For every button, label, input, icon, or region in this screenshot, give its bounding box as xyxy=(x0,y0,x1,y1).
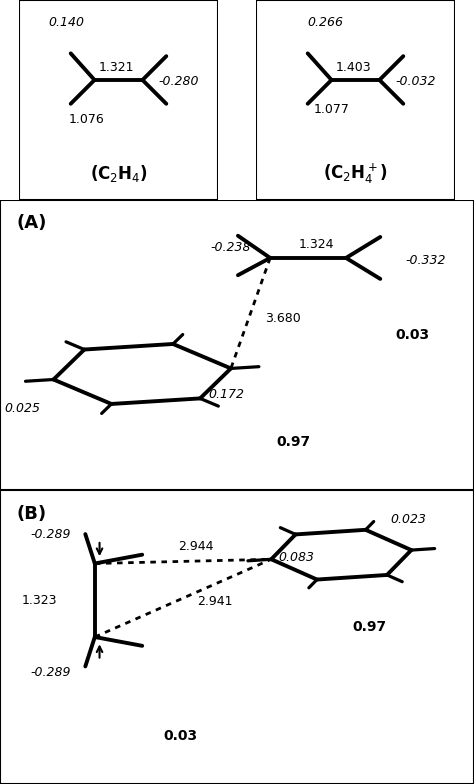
Text: 0.03: 0.03 xyxy=(395,328,429,342)
Text: 0.172: 0.172 xyxy=(209,388,245,401)
Text: -0.280: -0.280 xyxy=(158,75,199,89)
Text: 0.083: 0.083 xyxy=(278,551,314,564)
Text: 3.680: 3.680 xyxy=(265,313,301,325)
Text: 1.076: 1.076 xyxy=(69,114,104,126)
Text: (C$_2$H$_4$): (C$_2$H$_4$) xyxy=(90,163,147,184)
Text: 0.140: 0.140 xyxy=(48,16,84,29)
Text: 0.266: 0.266 xyxy=(308,16,344,29)
Text: 1.323: 1.323 xyxy=(21,593,57,607)
Text: 1.403: 1.403 xyxy=(336,61,371,74)
Text: 2.941: 2.941 xyxy=(197,594,233,608)
Text: (B): (B) xyxy=(17,505,47,523)
Text: 0.97: 0.97 xyxy=(277,435,311,449)
Text: -0.289: -0.289 xyxy=(31,528,71,541)
Text: -0.332: -0.332 xyxy=(405,254,446,267)
Text: 0.97: 0.97 xyxy=(353,620,387,634)
Text: 0.025: 0.025 xyxy=(4,402,40,416)
Text: 0.023: 0.023 xyxy=(391,513,427,526)
Text: 1.321: 1.321 xyxy=(99,61,134,74)
Text: -0.238: -0.238 xyxy=(211,241,251,254)
Text: 2.944: 2.944 xyxy=(178,540,214,554)
Text: 0.03: 0.03 xyxy=(163,729,197,743)
Text: -0.032: -0.032 xyxy=(395,75,436,89)
Text: 1.077: 1.077 xyxy=(313,103,349,117)
Text: (A): (A) xyxy=(17,215,47,232)
Text: 1.324: 1.324 xyxy=(299,238,334,252)
Text: -0.289: -0.289 xyxy=(31,666,71,679)
Text: (C$_2$H$_4^+$): (C$_2$H$_4^+$) xyxy=(323,162,388,186)
